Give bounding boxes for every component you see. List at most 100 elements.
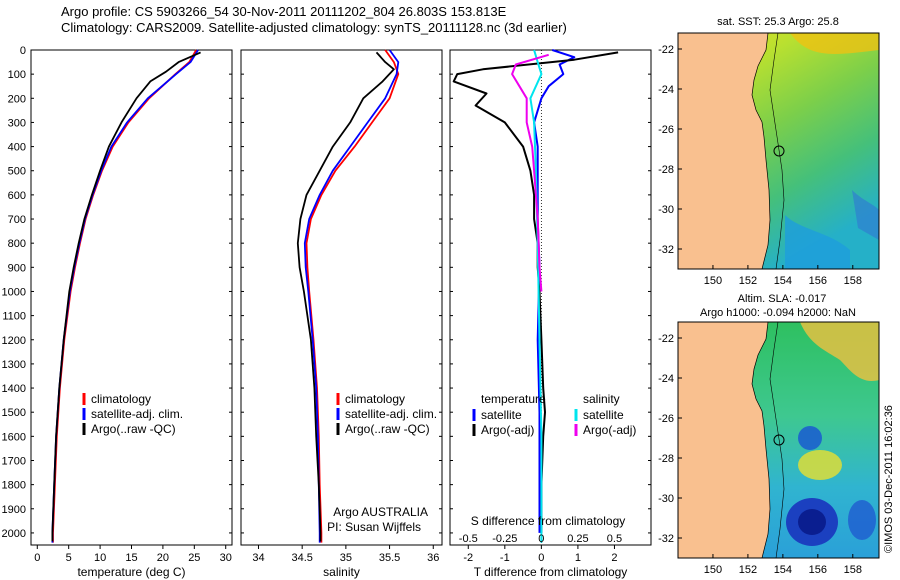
sst-map-frame [677, 32, 880, 270]
temperature-ytick-label: 300 [8, 117, 26, 129]
difference-s-tick-label: 0.5 [607, 533, 622, 545]
temperature-xtick-label: 30 [220, 552, 232, 564]
temperature-xlabel: temperature (deg C) [77, 565, 185, 579]
difference-legend-label: Argo(-adj) [583, 423, 636, 437]
temperature-ytick-label: 1900 [2, 504, 26, 516]
sst-map-ytick-label: -30 [658, 204, 674, 216]
sla-yellow-patch [798, 450, 842, 480]
temperature-xtick-label: 0 [34, 552, 40, 564]
salinity-xtick-label: 34.5 [291, 552, 312, 564]
difference-xtick-label: 1 [575, 552, 581, 564]
sst-isobath [769, 33, 785, 269]
sst-map-ytick-label: -24 [658, 84, 674, 96]
difference-xlabel-top: S difference from climatology [471, 514, 626, 528]
sst-map: 150 152 154 156 158 -22 -24 -26 -28 -30 -32 sat. S… [658, 16, 880, 287]
difference-series-t-satellite [533, 49, 576, 533]
salinity-xtick-label: 35.5 [379, 552, 400, 564]
temperature-plot-frame [30, 49, 233, 546]
sst-map-ytick-label: -26 [658, 124, 674, 136]
figure-title-line-1: Argo profile: CS 5903266_54 30-Nov-2011 … [61, 4, 507, 19]
temperature-ytick-label: 500 [8, 166, 26, 178]
sst-map-axes: 150 152 154 156 158 -22 -24 -26 -28 -30 -32 [658, 44, 862, 287]
temperature-ytick-label: 800 [8, 238, 26, 250]
difference-xtick-label: -1 [500, 552, 510, 564]
temperature-ytick-label: 700 [8, 214, 26, 226]
sst-map-xtick-label: 152 [739, 275, 757, 287]
salinity-xlabel: salinity [323, 565, 360, 579]
sst-float-marker [773, 145, 785, 157]
difference-legend-label: satellite [583, 408, 624, 422]
timestamp-label: ©IMOS 03-Dec-2011 16:02:36 [883, 405, 895, 553]
difference-series-s-satellite [529, 49, 543, 543]
temperature-legend-label: Argo(..raw -QC) [91, 422, 176, 436]
sla-map-ytick-label: -32 [658, 533, 674, 545]
sla-isobath [769, 322, 785, 558]
sla-low-eddy-1 [798, 426, 822, 450]
difference-plot-frame [449, 49, 652, 546]
temperature-ytick-label: 400 [8, 142, 26, 154]
salinity-plot-frame [240, 49, 443, 546]
salinity-annotation-line-1: Argo AUSTRALIA [333, 505, 428, 519]
salinity-legend-label: climatology [345, 392, 405, 406]
temperature-ytick-label: 0 [20, 45, 26, 57]
sst-map-ytick-label: -32 [658, 244, 674, 256]
sla-map-ytick-label: -26 [658, 413, 674, 425]
difference-legend-heading-right: salinity [583, 392, 620, 406]
salinity-xtick-label: 34 [252, 552, 264, 564]
temperature-xtick-label: 25 [188, 552, 200, 564]
temperature-xtick-label: 5 [66, 552, 72, 564]
sla-low-eddy-core [798, 509, 826, 535]
temperature-ytick-label: 2000 [2, 528, 26, 540]
difference-legend-heading-left: temperature [481, 392, 546, 406]
temperature-ytick-label: 1800 [2, 480, 26, 492]
sla-map: 150 152 154 156 158 -22 -24 -26 -28 -30 -32 Altim.… [658, 293, 880, 576]
difference-s-tick-label: 0 [538, 533, 544, 545]
temperature-legend-label: satellite-adj. clim. [91, 407, 183, 421]
temperature-ytick-label: 1300 [2, 359, 26, 371]
salinity-xtick-label: 36 [427, 552, 439, 564]
temperature-ytick-label: 1500 [2, 407, 26, 419]
sla-land [678, 322, 771, 558]
sst-map-ytick-label: -22 [658, 44, 674, 56]
sst-map-xtick-label: 158 [844, 275, 862, 287]
sst-map-xtick-label: 156 [809, 275, 827, 287]
difference-s-tick-label: -0.5 [459, 533, 478, 545]
difference-panel: -2 -1 0 1 2T difference from climatology -0.5… [449, 49, 652, 579]
temperature-ytick-label: 1200 [2, 335, 26, 347]
difference-xlabel: T difference from climatology [474, 565, 628, 579]
sla-low-eddy-3 [848, 500, 876, 540]
difference-series-s-argo-adj- [511, 53, 549, 292]
sla-high-patch [800, 322, 879, 381]
figure-title-line-2: Climatology: CARS2009. Satellite-adjuste… [61, 20, 567, 35]
sst-map-ytick-label: -28 [658, 164, 674, 176]
temperature-ytick-label: 600 [8, 190, 26, 202]
salinity-xtick-label: 35 [340, 552, 352, 564]
difference-s-tick-label: -0.25 [492, 533, 517, 545]
sla-map-xtick-label: 156 [809, 564, 827, 576]
sst-map-xtick-label: 150 [704, 275, 722, 287]
temperature-legend-label: climatology [91, 392, 151, 406]
sla-map-xtick-label: 152 [739, 564, 757, 576]
difference-s-tick-label: 0.25 [567, 533, 588, 545]
difference-legend-label: satellite [481, 408, 522, 422]
temperature-ytick-label: 1700 [2, 455, 26, 467]
temperature-xtick-label: 10 [94, 552, 106, 564]
temperature-ytick-label: 900 [8, 262, 26, 274]
salinity-panel: 34 34.5 35 35.5 36 salinity climatologysatelli… [240, 49, 443, 579]
sst-land [678, 33, 771, 269]
temperature-ytick-label: 100 [8, 69, 26, 81]
sla-map-xtick-label: 158 [844, 564, 862, 576]
difference-xtick-label: 0 [538, 552, 544, 564]
temperature-ytick-label: 1600 [2, 431, 26, 443]
sst-map-xtick-label: 154 [774, 275, 792, 287]
sla-map-axes: 150 152 154 156 158 -22 -24 -26 -28 -30 -32 [658, 333, 862, 576]
sla-map-subtitle: Argo h1000: -0.094 h2000: NaN [700, 307, 856, 319]
sst-warm-patch [790, 33, 879, 54]
sla-map-xtick-label: 150 [704, 564, 722, 576]
temperature-xtick-label: 15 [125, 552, 137, 564]
temperature-ytick-label: 1100 [2, 311, 26, 323]
difference-xtick-label: 2 [611, 552, 617, 564]
temperature-ytick-label: 1000 [2, 286, 26, 298]
sla-map-ytick-label: -22 [658, 333, 674, 345]
